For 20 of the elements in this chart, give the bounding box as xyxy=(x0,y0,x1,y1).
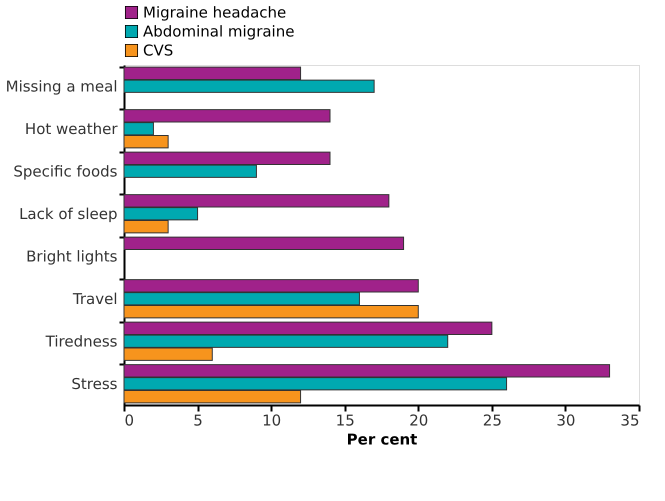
y-tick-label: Bright lights xyxy=(26,247,118,266)
x-tick-label: 5 xyxy=(193,412,203,430)
x-tick-label: 25 xyxy=(482,412,502,430)
legend-label: Migraine headache xyxy=(143,4,286,22)
y-tick-label: Specific foods xyxy=(13,162,118,180)
legend-label: Abdominal migraine xyxy=(143,22,294,40)
y-tick-label: Hot weather xyxy=(24,120,118,138)
y-tick-label: Stress xyxy=(71,374,118,393)
legend-label: CVS xyxy=(143,42,174,60)
x-tick-label: 15 xyxy=(336,412,355,430)
x-tick-label: 35 xyxy=(620,412,640,430)
y-tick-label: Tiredness xyxy=(44,332,118,350)
x-tick-label: 30 xyxy=(556,412,576,430)
x-tick-label: 10 xyxy=(262,412,282,430)
x-tick-label: 20 xyxy=(409,412,428,430)
x-tick-label: 0 xyxy=(124,412,134,430)
y-tick-label: Lack of sleep xyxy=(19,204,118,223)
x-axis-title: Per cent xyxy=(346,430,418,448)
y-tick-label: Travel xyxy=(72,290,118,308)
y-tick-label: Missing a meal xyxy=(6,77,118,96)
